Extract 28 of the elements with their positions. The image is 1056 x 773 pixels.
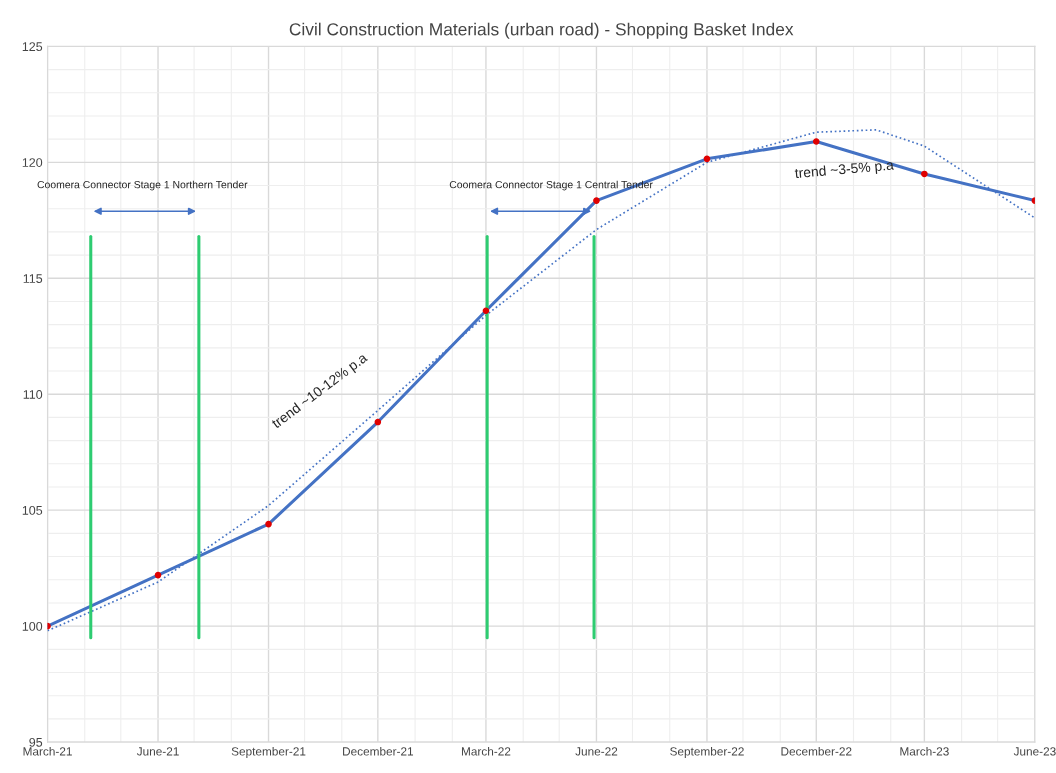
point: [265, 520, 272, 528]
point: [921, 170, 928, 178]
chart-title: Civil Construction Materials (urban road) - Shopping Basket Index: [289, 22, 794, 39]
annotation: Coomera Connector Stage 1 Northern Tender: [37, 180, 248, 191]
x-tick-label: March-21: [23, 746, 72, 756]
point: [593, 197, 600, 204]
y-tick-label: 100: [22, 621, 43, 631]
x-tick-label: June-23: [1013, 747, 1056, 756]
annotation: trend ~3-5% p.a: [794, 159, 895, 181]
x-tick-label: June-21: [136, 747, 179, 756]
y-tick-label: 105: [22, 505, 43, 515]
y-tick-label: 115: [23, 274, 43, 283]
x-tick-label: December-21: [343, 746, 414, 756]
y-tick-label: 95: [29, 737, 43, 747]
point: [703, 155, 711, 163]
point: [154, 571, 162, 579]
x-tick-label: December-22: [781, 746, 852, 756]
point: [482, 307, 490, 315]
point: [812, 138, 820, 145]
x-tick-label: June-22: [575, 747, 618, 756]
x-tick-label: September-21: [231, 746, 306, 758]
y-tick-label: 120: [22, 158, 43, 167]
x-tick-label: September-22: [670, 746, 744, 758]
point: [374, 418, 382, 426]
x-tick-label: March-23: [900, 746, 949, 756]
y-tick-label: 110: [23, 390, 43, 399]
x-tick-label: March-22: [461, 746, 511, 756]
y-tick-label: 125: [22, 42, 43, 52]
